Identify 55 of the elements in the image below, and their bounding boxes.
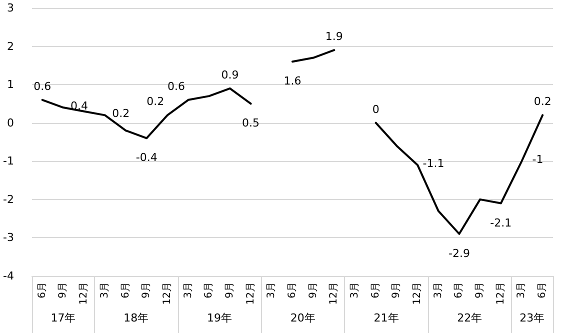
x-tick-label: 9月 xyxy=(308,282,319,298)
x-tick-label: 3月 xyxy=(516,282,528,298)
x-tick-label: 6月 xyxy=(537,282,548,298)
x-tick-label: 6月 xyxy=(286,282,298,298)
data-label: -1.1 xyxy=(422,156,444,170)
x-tick-label: 6月 xyxy=(204,282,215,298)
y-tick-label: -2 xyxy=(3,192,14,206)
data-label: 0.6 xyxy=(34,80,52,93)
x-tick-label: 9月 xyxy=(224,282,236,298)
x-tick-label: 12月 xyxy=(78,282,90,305)
x-tick-label: 12月 xyxy=(328,282,340,305)
x-tick-label: 12月 xyxy=(245,282,256,305)
x-tick-label: 12月 xyxy=(495,282,506,305)
data-label: 0.9 xyxy=(221,68,239,82)
x-tick-label: 9月 xyxy=(58,282,69,298)
y-tick-label: 0 xyxy=(6,116,14,130)
y-tick-label: -4 xyxy=(3,270,14,282)
data-label: 0.2 xyxy=(146,95,164,108)
text: 23年 xyxy=(520,312,545,324)
x-tick-label: 6月 xyxy=(454,282,465,298)
data-label: -2.1 xyxy=(490,216,512,230)
text: 17年 xyxy=(50,312,76,324)
data-label: 1.6 xyxy=(284,74,302,88)
x-tick-label: 6月 xyxy=(120,282,132,298)
x-tick-label: 3月 xyxy=(350,282,361,298)
y-tick-label: -1 xyxy=(3,154,14,168)
text: 18年 xyxy=(124,312,149,324)
data-label: -2.9 xyxy=(448,246,470,260)
y-tick-label: 1 xyxy=(6,78,14,92)
x-tick-label: 12月 xyxy=(412,282,424,305)
x-tick-label: 12月 xyxy=(162,282,173,305)
y-tick-label: 2 xyxy=(6,40,14,53)
data-label: 0.6 xyxy=(168,80,186,93)
x-tick-label: 3月 xyxy=(432,282,444,298)
data-label: 0.2 xyxy=(112,107,130,120)
text: 20年 xyxy=(290,312,316,324)
data-label: 0 xyxy=(372,102,380,116)
x-tick-label: 3月 xyxy=(99,282,110,298)
x-tick-label: 3月 xyxy=(182,282,194,298)
data-label: 0.2 xyxy=(534,95,552,108)
x-tick-label: 6月 xyxy=(370,282,382,298)
x-tick-label: 9月 xyxy=(474,282,486,298)
data-label: 0.5 xyxy=(242,116,260,130)
data-label: 1.9 xyxy=(325,30,343,44)
data-label: -1 xyxy=(532,153,544,166)
text: 21年 xyxy=(374,312,399,324)
text: 19年 xyxy=(207,312,232,324)
x-tick-label: 6月 xyxy=(36,282,48,298)
x-tick-label: 9月 xyxy=(141,282,152,298)
x-tick-label: 9月 xyxy=(391,282,402,298)
y-tick-label: 3 xyxy=(6,2,14,14)
data-label: -0.4 xyxy=(136,151,158,164)
y-tick-label: -3 xyxy=(3,231,14,244)
text: 22年 xyxy=(457,312,482,324)
x-tick-label: 3月 xyxy=(266,282,278,298)
